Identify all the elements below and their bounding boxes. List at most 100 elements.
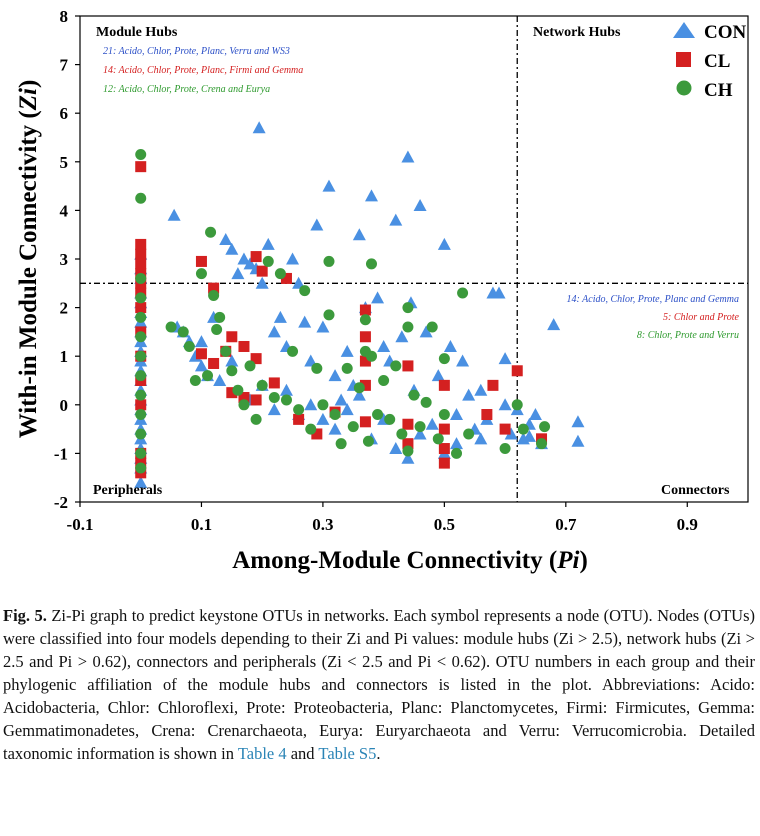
data-point-con: [340, 403, 354, 416]
data-points: [134, 121, 585, 489]
data-point-con: [316, 412, 330, 425]
data-point-ch: [226, 365, 238, 377]
data-point-cl: [256, 265, 268, 277]
data-point-ch: [335, 438, 347, 450]
connector-note-cl: 5: Chlor and Prote: [663, 312, 740, 323]
data-point-con: [395, 330, 409, 343]
data-point-ch: [299, 285, 311, 297]
data-point-con: [225, 354, 239, 367]
data-point-cl: [293, 413, 305, 425]
data-point-cl: [499, 423, 511, 435]
data-point-ch: [408, 389, 420, 401]
data-point-cl: [438, 443, 450, 455]
data-point-ch: [135, 409, 147, 421]
data-point-con: [571, 415, 585, 428]
data-point-con: [243, 257, 257, 270]
data-point-ch: [347, 421, 359, 433]
threshold-lines: [80, 16, 748, 502]
data-point-ch: [220, 345, 232, 357]
data-point-ch: [457, 287, 469, 299]
data-point-cl: [135, 258, 147, 270]
connector-note-ch: 8: Chlor, Prote and Verru: [637, 330, 739, 341]
data-point-cl: [208, 282, 220, 294]
data-point-cl: [250, 353, 262, 365]
legend-label-cl: CL: [704, 51, 730, 72]
data-point-con: [425, 417, 439, 430]
data-point-cl: [402, 418, 414, 430]
x-tick-label: 0.1: [191, 515, 212, 534]
caption-link-table-s5[interactable]: Table S5: [318, 744, 377, 763]
data-point-ch: [135, 389, 147, 401]
y-tick-label: 2: [60, 299, 69, 318]
data-point-ch: [426, 321, 438, 333]
data-point-con: [401, 451, 415, 464]
zi-pi-chart: -2 -1 0 1 2 3 4 5 6 7 8 -0.1 0.1 0.3 0.5 0.7 0.9 Module …: [15, 7, 749, 574]
data-point-con: [219, 233, 233, 246]
data-point-cl: [268, 377, 280, 389]
module-hub-note-cl: 14: Acido, Chlor, Prote, Planc, Firmi an…: [103, 65, 303, 76]
data-point-ch: [135, 272, 147, 284]
y-tick-label: -1: [54, 444, 68, 463]
data-point-ch: [372, 409, 384, 421]
data-point-cl: [195, 255, 207, 267]
data-point-con: [504, 427, 518, 440]
data-point-con: [528, 408, 542, 421]
data-point-ch: [359, 314, 371, 326]
data-point-cl: [359, 355, 371, 367]
data-point-ch: [205, 226, 217, 238]
data-point-ch: [353, 382, 365, 394]
data-point-con: [194, 335, 208, 348]
quadrant-label-network-hubs: Network Hubs: [533, 25, 621, 40]
data-point-cl: [135, 302, 147, 314]
data-point-cl: [135, 161, 147, 173]
data-point-ch: [177, 326, 189, 338]
data-point-ch: [420, 396, 432, 408]
data-point-ch: [135, 149, 147, 161]
legend: CON CL CH: [673, 22, 747, 101]
data-point-con: [498, 398, 512, 411]
data-point-cl: [208, 357, 220, 369]
caption-link-table-4[interactable]: Table 4: [237, 744, 287, 763]
data-point-ch: [499, 443, 511, 455]
data-point-ch: [402, 445, 414, 457]
data-point-ch: [135, 447, 147, 459]
data-point-con: [261, 237, 275, 250]
data-point-ch: [165, 321, 177, 333]
data-point-ch: [195, 268, 207, 280]
x-tick-label: 0.7: [555, 515, 577, 534]
data-point-con: [413, 427, 427, 440]
connector-note-con: 14: Acido, Chlor, Prote, Planc and Gemma: [567, 294, 739, 305]
data-point-con: [352, 228, 366, 241]
caption-text: Zi-Pi graph to predict keystone OTUs in …: [3, 606, 756, 763]
x-tick-label: -0.1: [67, 515, 94, 534]
data-point-cl: [359, 304, 371, 316]
x-tick-label: 0.3: [312, 515, 333, 534]
caption-and: and: [290, 744, 315, 763]
data-point-cl: [135, 238, 147, 250]
data-point-cl: [511, 365, 523, 377]
data-point-con: [167, 208, 181, 221]
data-point-cl: [438, 379, 450, 391]
x-axis-title: Among-Module Connectivity (Pi): [232, 547, 588, 574]
data-point-ch: [517, 423, 529, 435]
legend-marker-cl: [676, 52, 691, 67]
data-point-ch: [536, 438, 548, 450]
data-point-ch: [305, 423, 317, 435]
y-tick-label: 4: [60, 201, 69, 220]
data-point-ch: [189, 375, 201, 386]
data-point-cl: [135, 248, 147, 260]
data-point-cl: [226, 387, 238, 399]
data-point-cl: [238, 392, 250, 404]
data-point-con: [474, 432, 488, 445]
data-point-ch: [378, 375, 390, 386]
data-point-cl: [438, 423, 450, 435]
data-point-con: [255, 276, 269, 289]
data-point-cl: [481, 409, 493, 421]
data-point-ch: [135, 192, 147, 204]
figure-caption: Fig. 5. Zi-Pi graph to predict keystone …: [3, 604, 755, 765]
data-point-ch: [135, 292, 147, 304]
data-point-con: [334, 393, 348, 406]
data-point-ch: [438, 409, 450, 421]
data-point-ch: [390, 360, 402, 372]
data-point-ch: [268, 392, 280, 404]
